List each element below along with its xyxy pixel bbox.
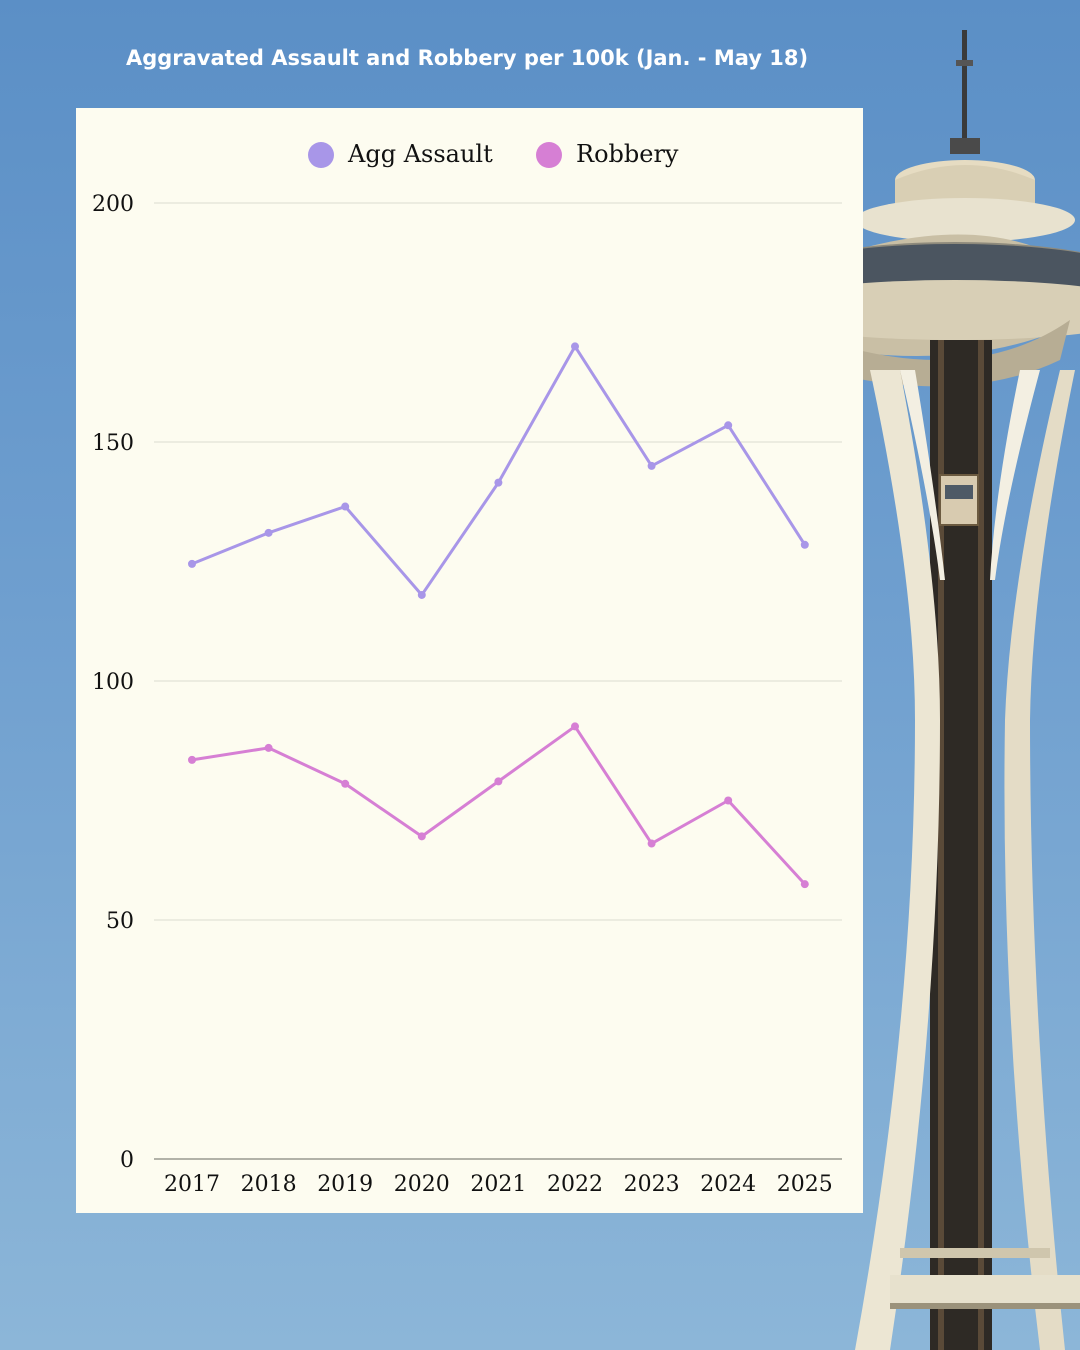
x-tick-label: 2024 <box>700 1172 756 1197</box>
data-point-robbery <box>800 880 809 889</box>
x-tick-label: 2023 <box>624 1172 680 1197</box>
data-point-agg-assault <box>188 559 196 568</box>
data-point-robbery <box>341 779 350 788</box>
x-tick-label: 2025 <box>777 1172 833 1197</box>
legend-label-robbery: Robbery <box>576 140 679 168</box>
x-tick-label: 2022 <box>547 1172 603 1197</box>
x-tick-label: 2018 <box>241 1172 297 1197</box>
series-line-robbery <box>190 724 807 886</box>
y-tick-label: 50 <box>106 909 134 934</box>
data-point-robbery <box>264 743 273 752</box>
y-tick-label: 0 <box>120 1148 134 1173</box>
y-tick-label: 200 <box>92 192 134 217</box>
y-tick-label: 150 <box>92 431 134 456</box>
x-tick-label: 2019 <box>317 1172 373 1197</box>
x-tick-label: 2021 <box>470 1172 526 1197</box>
data-point-agg-assault <box>647 461 656 470</box>
data-point-agg-assault <box>724 421 733 430</box>
data-point-agg-assault <box>341 502 350 511</box>
legend-label-agg-assault: Agg Assault <box>347 140 493 168</box>
data-point-robbery <box>724 796 733 805</box>
y-tick-label: 100 <box>92 670 134 695</box>
legend-marker-agg-assault <box>308 142 334 168</box>
data-point-agg-assault <box>494 478 503 487</box>
data-point-robbery <box>494 777 503 786</box>
chart-card: 0 50 100 150 200 2017 2018 2019 2020 2021 2022 2023… <box>76 108 863 1213</box>
data-point-robbery <box>417 832 426 841</box>
line-chart: 0 50 100 150 200 2017 2018 2019 2020 2021 2022 2023… <box>92 140 842 1197</box>
series-line-agg-assault <box>190 344 807 597</box>
x-tick-label: 2017 <box>164 1172 220 1197</box>
data-point-agg-assault <box>264 528 273 537</box>
x-tick-label: 2020 <box>394 1172 450 1197</box>
legend-marker-robbery <box>536 142 562 168</box>
data-point-agg-assault <box>417 590 426 599</box>
data-point-robbery <box>188 755 196 764</box>
data-point-agg-assault <box>571 342 579 351</box>
data-point-agg-assault <box>800 540 809 549</box>
page-title: Aggravated Assault and Robbery per 100k … <box>125 46 809 70</box>
data-point-robbery <box>571 722 579 731</box>
data-point-robbery <box>647 839 656 848</box>
